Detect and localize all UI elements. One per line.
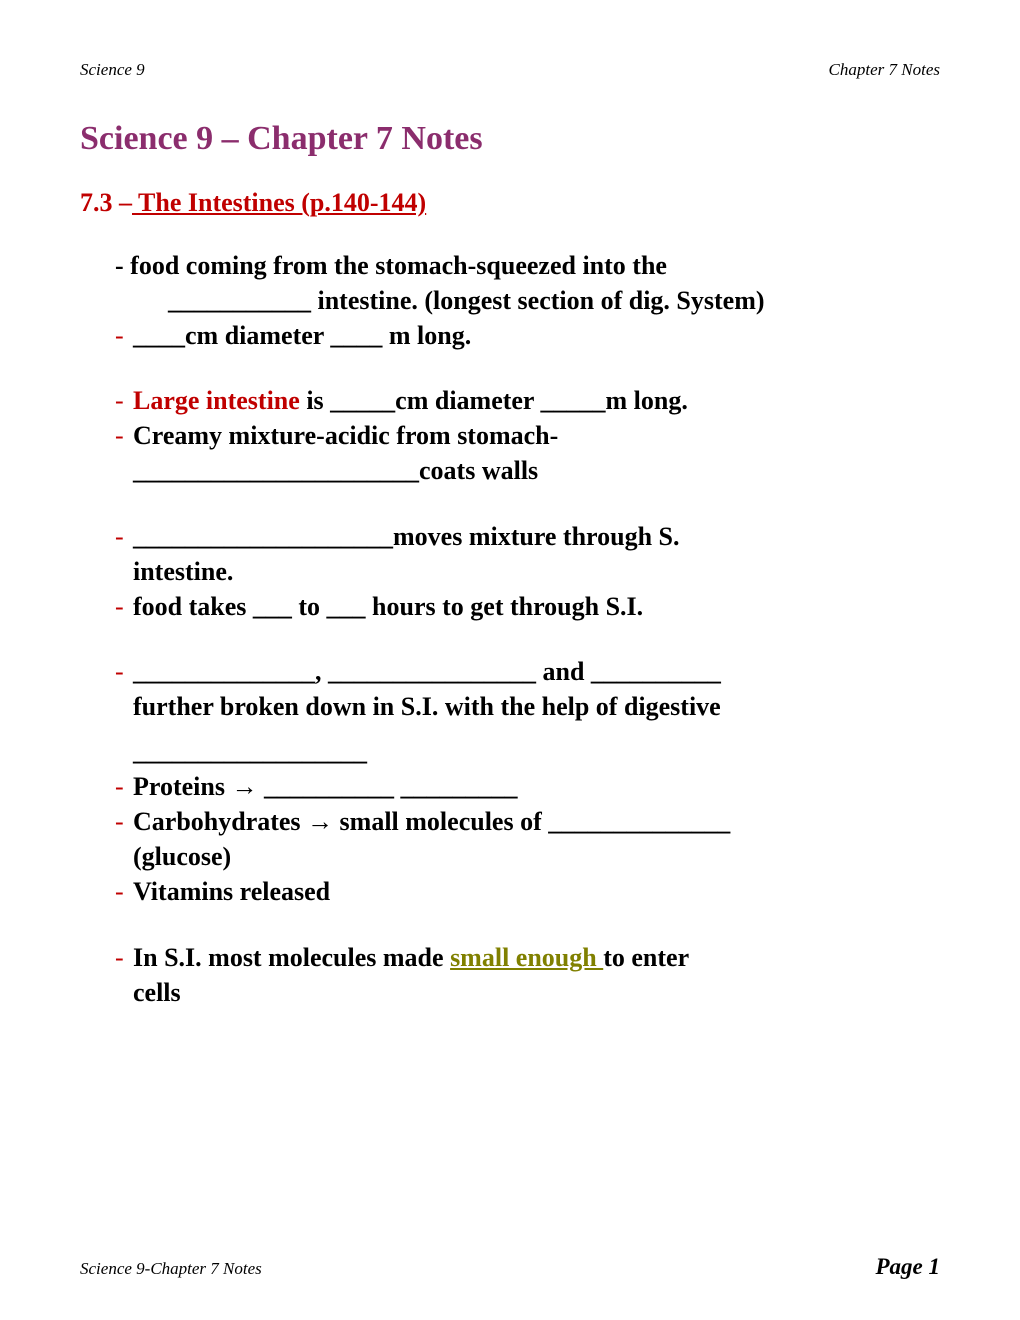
page-footer: Science 9-Chapter 7 Notes Page 1 xyxy=(80,1254,940,1280)
section-prefix: 7.3 – xyxy=(80,188,132,217)
line-4b: ______________________coats walls xyxy=(115,453,940,488)
line-7b: further broken down in S.I. with the hel… xyxy=(115,689,940,724)
document-page: Science 9 Chapter 7 Notes Science 9 – Ch… xyxy=(0,0,1020,1320)
line-7a: ______________, ________________ and ___… xyxy=(133,654,940,689)
line-4a: Creamy mixture-acidic from stomach- xyxy=(133,418,940,453)
dash-icon: - xyxy=(115,769,133,804)
line-5b: intestine. xyxy=(115,554,940,589)
line-3: Large intestine is _____cm diameter ____… xyxy=(133,383,940,418)
line-1a: - food coming from the stomach-squeezed … xyxy=(115,248,940,283)
dash-icon: - xyxy=(115,874,133,909)
dash-icon: - xyxy=(115,519,133,554)
bullet-4: - Creamy mixture-acidic from stomach- xyxy=(115,418,940,453)
bullet-9: - Carbohydrates → small molecules of ___… xyxy=(115,804,940,839)
footer-left: Science 9-Chapter 7 Notes xyxy=(80,1259,262,1279)
line-7c: __________________ xyxy=(115,734,940,769)
content-body: - food coming from the stomach-squeezed … xyxy=(80,248,940,1010)
line-2: ____cm diameter ____ m long. xyxy=(133,318,940,353)
large-intestine-label: Large intestine xyxy=(133,386,300,415)
dash-icon: - xyxy=(115,318,133,353)
section-text: The Intestines (p.140-144) xyxy=(132,188,426,217)
bullet-7: - ______________, ________________ and _… xyxy=(115,654,940,689)
bullet-5: - ____________________moves mixture thro… xyxy=(115,519,940,554)
line-9a: Carbohydrates → small molecules of _____… xyxy=(133,804,940,839)
line-1b: ___________ intestine. (longest section … xyxy=(115,283,940,318)
dash-icon: - xyxy=(115,654,133,689)
header-left: Science 9 xyxy=(80,60,145,80)
dash-icon: - xyxy=(115,418,133,453)
small-enough-text: small enough xyxy=(450,943,603,972)
dash-icon: - xyxy=(115,804,133,839)
line-8: Proteins → __________ _________ xyxy=(133,769,940,804)
line-5a: ____________________moves mixture throug… xyxy=(133,519,940,554)
dash-icon: - xyxy=(115,383,133,418)
header-right: Chapter 7 Notes xyxy=(829,60,940,80)
bullet-10: - Vitamins released xyxy=(115,874,940,909)
page-header: Science 9 Chapter 7 Notes xyxy=(80,60,940,80)
line-6: food takes ___ to ___ hours to get throu… xyxy=(133,589,940,624)
line-11a: In S.I. most molecules made xyxy=(133,943,450,972)
line-10: Vitamins released xyxy=(133,874,940,909)
bullet-11: - In S.I. most molecules made small enou… xyxy=(115,940,940,975)
bullet-2: - ____cm diameter ____ m long. xyxy=(115,318,940,353)
bullet-3: - Large intestine is _____cm diameter __… xyxy=(115,383,940,418)
document-title: Science 9 – Chapter 7 Notes xyxy=(80,120,940,158)
bullet-8: - Proteins → __________ _________ xyxy=(115,769,940,804)
line-11d: cells xyxy=(115,975,940,1010)
bullet-6: - food takes ___ to ___ hours to get thr… xyxy=(115,589,940,624)
line-3b: is _____cm diameter _____m long. xyxy=(300,386,688,415)
dash-icon: - xyxy=(115,589,133,624)
dash-icon: - xyxy=(115,940,133,975)
line-11: In S.I. most molecules made small enough… xyxy=(133,940,940,975)
line-11c: to enter xyxy=(603,943,689,972)
section-heading: 7.3 – The Intestines (p.140-144) xyxy=(80,188,940,218)
line-9b: (glucose) xyxy=(115,839,940,874)
footer-right: Page 1 xyxy=(875,1254,940,1280)
